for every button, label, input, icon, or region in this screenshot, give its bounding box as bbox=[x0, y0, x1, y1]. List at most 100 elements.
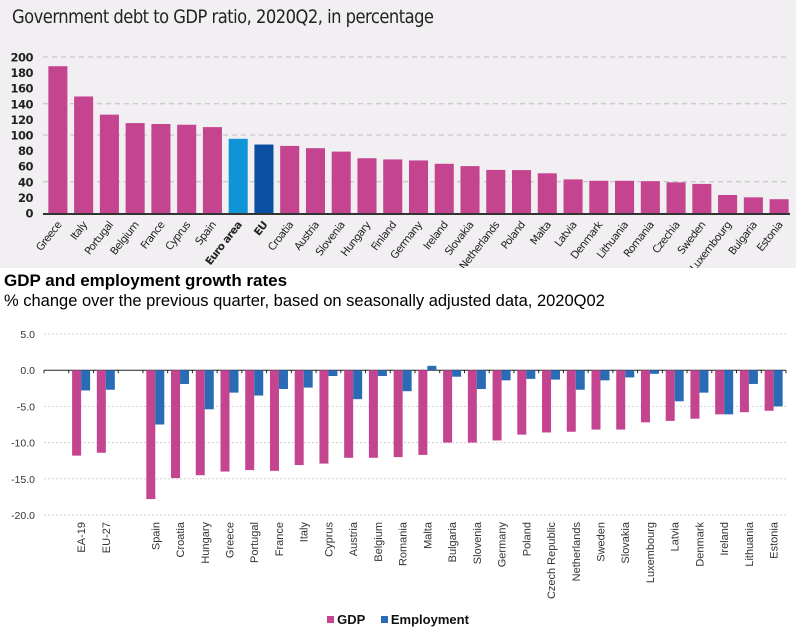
bar-gdp-latvia bbox=[665, 370, 675, 421]
bar-employment-netherlands bbox=[575, 370, 585, 390]
bar-employment-czech-republic bbox=[551, 370, 561, 380]
bar-denmark bbox=[589, 180, 609, 213]
x-tick-label: Czech Republic bbox=[546, 522, 558, 600]
x-tick-label: Luxembourg bbox=[645, 522, 657, 583]
y-tick-label: -15.0 bbox=[11, 474, 35, 486]
bar-employment-cyprus bbox=[328, 370, 338, 376]
bar-gdp-slovakia bbox=[616, 370, 626, 430]
bar-gdp-germany bbox=[492, 370, 502, 441]
bar-employment-lithuania bbox=[748, 370, 758, 384]
bar-employment-romania bbox=[402, 370, 412, 392]
bar-gdp-ea-19 bbox=[72, 370, 82, 456]
x-tick-label: Portugal bbox=[249, 522, 261, 563]
x-tick-label: Estonia bbox=[769, 521, 781, 559]
x-tick-label: Austria bbox=[348, 521, 360, 556]
x-tick-label: Germany bbox=[497, 522, 509, 568]
legend-item-employment: Employment bbox=[380, 612, 469, 627]
y-tick-label: -5.0 bbox=[17, 401, 35, 413]
x-tick-label: EA-19 bbox=[76, 522, 88, 553]
bar-austria bbox=[305, 148, 325, 213]
y-tick-label: 40 bbox=[18, 175, 34, 189]
bar-germany bbox=[408, 160, 429, 213]
x-tick-label: Latvia bbox=[670, 521, 682, 551]
bar-employment-belgium bbox=[377, 370, 387, 376]
x-tick-label: Italy bbox=[299, 522, 311, 543]
bar-bulgaria bbox=[743, 197, 763, 213]
bar-czechia bbox=[666, 182, 686, 213]
x-tick-label: Spain bbox=[150, 522, 162, 550]
legend-label-employment: Employment bbox=[390, 612, 469, 627]
bar-italy bbox=[74, 96, 94, 213]
y-tick-label: -20.0 bbox=[11, 510, 35, 522]
bar-employment-bulgaria bbox=[452, 370, 462, 377]
bar-employment-france bbox=[278, 370, 288, 390]
y-tick-label: 0.0 bbox=[20, 365, 35, 377]
bar-gdp-romania bbox=[393, 370, 403, 458]
bar-employment-ireland bbox=[724, 370, 734, 415]
bar-employment-estonia bbox=[773, 370, 783, 407]
bar-gdp-greece bbox=[220, 370, 230, 472]
bar-employment-malta bbox=[427, 365, 437, 371]
bar-employment-austria bbox=[353, 370, 363, 400]
bar-euro-area bbox=[228, 138, 248, 213]
bar-gdp-belgium bbox=[368, 370, 378, 458]
bar-finland bbox=[383, 159, 403, 213]
legend-item-gdp: GDP bbox=[327, 612, 365, 627]
x-tick-label: Lithuania bbox=[744, 521, 756, 567]
bar-gdp-ireland bbox=[715, 370, 725, 415]
debt-chart-title: Government debt to GDP ratio, 2020Q2, in… bbox=[12, 6, 434, 28]
bar-hungary bbox=[357, 158, 377, 213]
bar-gdp-estonia bbox=[764, 370, 774, 411]
bar-ireland bbox=[434, 163, 454, 213]
x-tick-label: Ireland bbox=[719, 522, 731, 556]
bar-slovenia bbox=[331, 151, 351, 213]
x-tick-label: Denmark bbox=[694, 522, 706, 567]
bar-employment-ea-19 bbox=[81, 370, 91, 391]
bar-gdp-portugal bbox=[245, 370, 255, 471]
x-tick-label: Belgium bbox=[373, 522, 385, 562]
bar-gdp-luxembourg bbox=[640, 370, 650, 423]
y-tick-label: 0 bbox=[25, 207, 33, 221]
x-tick-label: Bulgaria bbox=[447, 521, 459, 562]
bar-france bbox=[151, 124, 171, 213]
bar-employment-spain bbox=[155, 370, 165, 425]
y-tick-label: 140 bbox=[10, 97, 33, 111]
x-tick-label: Croatia bbox=[175, 521, 187, 557]
y-tick-label: 20 bbox=[18, 191, 34, 205]
y-tick-label: 200 bbox=[10, 51, 33, 65]
bar-gdp-malta bbox=[418, 370, 428, 455]
x-tick-label: Sweden bbox=[596, 522, 608, 562]
x-tick-label: France bbox=[274, 522, 286, 556]
growth-chart-subtitle: % change over the previous quarter, base… bbox=[4, 292, 605, 310]
bar-employment-greece bbox=[229, 370, 239, 393]
y-tick-label: 100 bbox=[10, 129, 33, 143]
bar-employment-italy bbox=[303, 370, 313, 388]
y-tick-label: 5.0 bbox=[20, 329, 35, 341]
bar-employment-slovenia bbox=[476, 370, 486, 390]
bar-gdp-italy bbox=[294, 370, 304, 466]
x-tick-label: Slovenia bbox=[472, 521, 484, 564]
bar-employment-portugal bbox=[254, 370, 264, 396]
y-tick-label: 60 bbox=[18, 160, 34, 174]
bar-employment-croatia bbox=[180, 370, 190, 384]
bar-sweden bbox=[692, 183, 712, 213]
x-tick-label: EU-27 bbox=[101, 522, 113, 553]
bar-gdp-czech-republic bbox=[542, 370, 552, 433]
bar-slovakia bbox=[460, 166, 480, 213]
bar-lithuania bbox=[615, 180, 635, 213]
bar-gdp-slovenia bbox=[467, 370, 477, 443]
x-tick-label: Cyprus bbox=[323, 522, 335, 557]
bar-greece bbox=[48, 66, 68, 213]
bar-malta bbox=[537, 173, 557, 213]
bar-gdp-cyprus bbox=[319, 370, 329, 464]
bar-gdp-netherlands bbox=[566, 370, 576, 432]
bar-employment-latvia bbox=[674, 370, 684, 402]
y-tick-label: -10.0 bbox=[11, 438, 35, 450]
bar-employment-eu-27 bbox=[105, 370, 115, 390]
x-tick-label: Slovakia bbox=[620, 521, 632, 563]
bar-eu bbox=[254, 144, 274, 213]
bar-gdp-eu-27 bbox=[96, 370, 106, 453]
bar-gdp-spain bbox=[146, 370, 156, 500]
